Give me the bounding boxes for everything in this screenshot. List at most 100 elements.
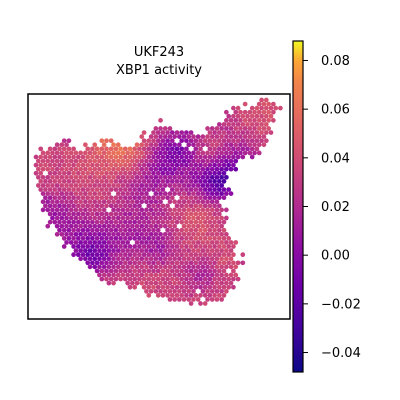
spot [146,293,152,298]
spot [263,130,269,135]
spot [184,170,189,176]
spot [226,244,232,249]
spot [115,215,121,221]
spot [71,236,76,241]
spot [240,130,246,135]
spot [115,158,121,164]
spot [118,219,123,225]
spot [122,187,128,192]
spot [115,191,121,196]
spot [90,146,95,152]
spot [127,219,133,225]
spot [167,297,173,302]
spot [57,227,62,233]
spot [179,236,185,241]
spot [216,130,222,135]
spot [224,272,229,278]
spot [158,118,163,123]
spot [158,288,163,294]
spot [40,174,46,180]
spot [134,183,140,188]
spot [188,162,194,168]
spot [125,240,130,245]
spot [200,158,206,164]
spot [90,211,95,217]
spot [115,264,121,270]
spot [184,138,189,144]
spot [224,118,229,123]
spot [153,166,159,172]
spot [92,223,98,229]
spot [216,219,222,225]
spot [261,109,267,115]
spot [155,219,161,225]
spot [221,276,227,282]
spot [92,248,98,253]
spot [259,97,264,103]
spot [50,183,55,188]
spot [101,272,107,278]
spot [108,146,114,152]
spot [144,272,149,278]
spot [78,158,83,164]
spot [256,118,262,123]
spot [45,166,51,172]
spot [155,179,161,184]
spot [200,280,206,286]
spot [94,227,100,233]
spot [160,170,166,176]
spot [221,122,227,127]
spot [169,179,175,184]
spot [101,142,107,148]
spot [120,166,126,172]
spot [66,195,72,201]
spot [59,174,65,180]
spot [146,268,152,274]
spot [158,248,163,253]
spot [174,284,180,290]
spot [158,207,163,213]
spot [172,183,177,188]
spot [104,211,109,217]
spot [169,138,175,144]
spot [191,207,196,213]
spot [172,191,177,196]
spot [214,231,220,237]
spot [71,211,76,217]
spot [104,203,109,209]
spot [83,166,88,172]
spot [64,142,69,148]
spot [111,248,116,253]
spot [146,154,152,160]
spot [141,211,147,217]
spot [137,195,142,201]
spot [106,199,112,205]
spot [101,191,107,196]
spot [139,134,145,139]
spot [224,264,229,270]
spot [113,187,119,192]
spot [97,207,102,213]
spot [165,293,170,298]
spot [188,293,194,298]
spot [108,219,114,225]
spot [207,162,213,168]
spot [184,211,189,217]
spot [177,297,182,302]
spot [132,154,138,160]
spot [71,227,76,233]
spot [165,179,170,184]
spot [155,236,161,241]
spot [209,264,215,270]
spot [249,130,255,135]
spot [207,236,213,241]
spot [132,268,138,274]
spot [113,203,119,209]
spot [111,223,116,229]
spot [45,174,51,180]
spot [247,150,253,156]
spot [68,231,74,237]
spot [148,272,154,278]
spot [186,150,192,156]
spot [202,252,208,258]
